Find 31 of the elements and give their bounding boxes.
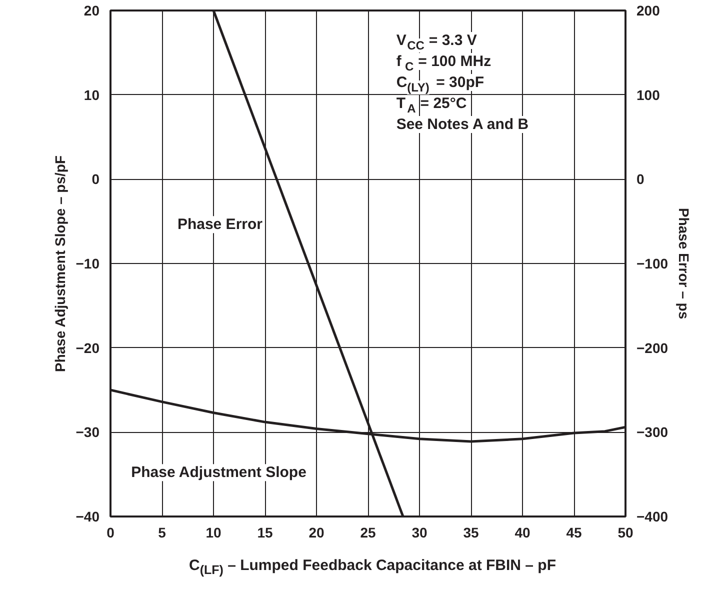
y2-tick-label: 0 — [636, 171, 644, 188]
x-tick-label: 25 — [360, 524, 376, 540]
x-tick-label: 5 — [158, 524, 166, 540]
y-tick-label: −20 — [76, 340, 100, 356]
x-tick-label: 45 — [566, 524, 582, 540]
x-tick-label: 30 — [412, 524, 428, 540]
y2-tick-label: 200 — [636, 2, 660, 18]
x-tick-label: 20 — [308, 524, 324, 540]
x-tick-label: 50 — [618, 524, 634, 540]
annotation: See Notes A and B — [396, 116, 529, 133]
y-tick-label: −10 — [76, 256, 100, 272]
y2-tick-label: −400 — [636, 508, 668, 524]
y2-tick-label: 100 — [636, 86, 660, 103]
y-tick-label: 20 — [84, 2, 100, 18]
y-tick-label: 10 — [84, 86, 100, 103]
series-label: Phase Error — [177, 216, 263, 234]
text: Phase Adjustment Slope — [131, 464, 306, 482]
x-tick-label: 0 — [106, 524, 115, 540]
x-tick-label: 15 — [257, 524, 273, 540]
y2-tick-label: −300 — [636, 424, 668, 440]
y-tick-label: −30 — [76, 424, 100, 440]
y2-tick-label: −100 — [636, 256, 668, 272]
x-tick-label: 10 — [206, 524, 222, 540]
y2-tick-label: −200 — [636, 340, 668, 356]
x-axis-title: C$_{(LF)}$ – Lumped Feedback Capacitance at FBIN – pF — [188, 556, 556, 579]
y2-axis-title: Phase Error – ps — [676, 208, 692, 320]
x-tick-label: 40 — [514, 524, 530, 540]
y-tick-label: 0 — [92, 171, 100, 188]
y-axis-title: Phase Adjustment Slope – ps/pF — [52, 155, 68, 372]
x-tick-label: 35 — [463, 524, 479, 540]
y-tick-label: −40 — [76, 508, 100, 524]
